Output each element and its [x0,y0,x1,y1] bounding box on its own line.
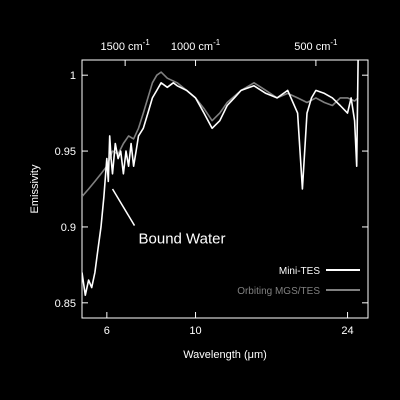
x-tick-label: 10 [189,325,201,337]
top-tick-label: 1500 cm-1 [100,38,150,53]
y-tick-label: 1 [70,70,76,82]
legend-label: Orbiting MGS/TES [237,286,320,297]
x-axis-label: Wavelength (μm) [183,349,267,361]
y-tick-label: 0.85 [55,298,76,310]
annotation-bound-water: Bound Water [139,231,226,248]
y-tick-label: 0.95 [55,146,76,158]
plot-frame [81,59,369,319]
top-tick-label: 500 cm-1 [294,38,338,53]
annotation-arrow [111,188,136,226]
x-tick-label: 6 [104,325,110,337]
legend-label: Mini-TES [279,266,320,277]
x-tick-label: 24 [341,325,353,337]
y-axis-label: Emissivity [29,164,41,213]
y-tick-label: 0.9 [61,222,76,234]
top-tick-label: 1000 cm-1 [171,38,221,53]
series-mini-tes-line [82,59,359,296]
